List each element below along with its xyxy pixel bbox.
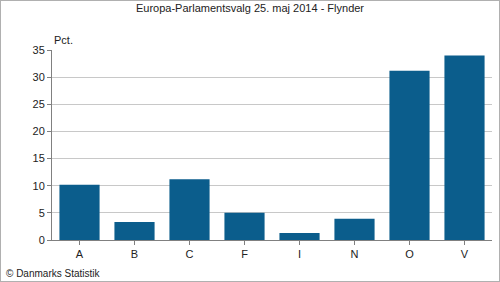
svg-text:Europa-Parlamentsvalg 25. maj: Europa-Parlamentsvalg 25. maj 2014 - Fly… (136, 2, 364, 14)
svg-text:I: I (298, 248, 301, 260)
svg-text:20: 20 (33, 125, 45, 137)
svg-text:0: 0 (39, 234, 45, 246)
svg-text:35: 35 (33, 44, 45, 56)
svg-text:25: 25 (33, 98, 45, 110)
svg-text:Pct.: Pct. (54, 34, 73, 46)
svg-text:30: 30 (33, 71, 45, 83)
svg-text:15: 15 (33, 152, 45, 164)
svg-text:A: A (76, 248, 84, 260)
svg-text:O: O (405, 248, 414, 260)
svg-text:N: N (351, 248, 359, 260)
svg-text:10: 10 (33, 180, 45, 192)
svg-text:F: F (241, 248, 248, 260)
svg-text:V: V (461, 248, 469, 260)
svg-text:C: C (186, 248, 194, 260)
svg-text:© Danmarks Statistik: © Danmarks Statistik (6, 268, 101, 279)
svg-text:5: 5 (39, 207, 45, 219)
svg-text:B: B (131, 248, 138, 260)
